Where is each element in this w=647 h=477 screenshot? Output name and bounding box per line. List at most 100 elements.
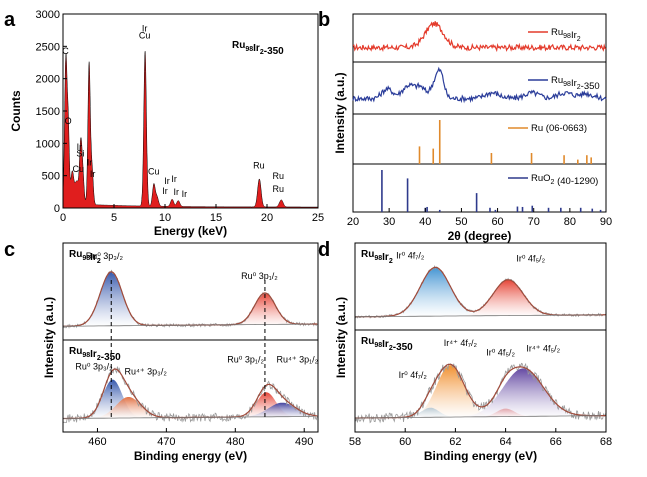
panel-a-eds: 0 5 10 15 20 25 0 500 1000 1500 2000 2500 3000 Energy… [9,9,324,238]
y-tick-label: 1500 [36,106,60,118]
x-tick-label: 58 [349,436,361,448]
bottom-sample-label: Ru98Ir2-350 [69,346,121,363]
y-axis-label: Intensity (a.u.) [334,297,348,378]
x-tick-label: 460 [88,436,106,448]
x-tick-label: 80 [564,216,576,228]
peak-label: O [65,116,72,126]
peak-label: Cu [148,166,160,176]
raw-data-line [354,362,607,424]
x-tick-label: 20 [261,212,273,224]
peak-label: Ir [87,157,93,167]
xrd-series-line [352,66,607,104]
peak-label: Ir [171,174,177,184]
peak-annotation: Ir⁴⁺ 4f₅/₂ [526,344,560,354]
x-tick-label: 62 [449,436,461,448]
x-tick-label: 60 [491,216,503,228]
eds-spectrum-area [62,51,319,209]
x-tick-label: 490 [295,436,313,448]
legend-label: Ru (06-0663) [531,123,587,134]
bottom-sample-label: Ru98Ir2-350 [361,336,413,353]
panel-c-letter: c [4,239,15,261]
panel-b-letter: b [318,9,330,31]
peak-label: Ir [164,176,170,186]
peak-annotation: Ru⁰ 3p₃/₂ [86,251,124,261]
peak-annotation: Ir⁰ 4f₅/₂ [486,348,515,358]
peak-label: Ir [182,189,188,199]
y-tick-label: 3000 [36,9,60,21]
frame [354,242,607,433]
x-axis-label: 2θ (degree) [448,229,512,243]
y-tick-label: 1000 [36,138,60,150]
peak-label: Ir [173,187,179,197]
top-sample-label: Ru98Ir2 [361,249,393,265]
peak-annotation: Ru⁴⁺ 3p₁/₂ [276,355,318,365]
peak-annotation: Ru⁰ 3p₁/₂ [227,355,264,365]
y-tick-label: 0 [54,203,60,215]
background-line [355,415,602,419]
component-peak [63,392,318,419]
frame [62,242,319,433]
peak-label: Ru [253,161,265,171]
panel-b-frame [352,13,607,213]
peak-label: Ru [272,184,284,194]
panel-d-ir4f: Ru98Ir2 Ru98Ir2-350 Ir⁰ 4f₇/₂ Ir⁰ 4f₅/₂ Ir⁴⁺… [334,242,612,463]
x-tick-label: 0 [60,212,66,224]
x-axis-label: Binding energy (eV) [134,449,247,463]
component-peak [63,293,318,327]
legend-label: RuO2 (40-1290) [531,173,598,187]
y-axis-label: Counts [9,90,23,132]
x-tick-label: 60 [399,436,411,448]
x-tick-label: 70 [528,216,540,228]
peak-annotation: Ir⁴⁺ 4f₇/₂ [444,338,478,348]
background-line [62,323,313,327]
x-tick-label: 25 [312,212,324,224]
y-axis-label: Intensity (a.u.) [333,72,347,153]
x-tick-label: 470 [157,436,175,448]
peak-label: Si [76,148,84,158]
component-peak [63,402,318,419]
peak-label: Ir [142,23,148,33]
peak-annotation: Ir⁰ 4f₇/₂ [396,250,425,260]
background-line [63,416,313,419]
peak-annotation: Ru⁰ 3p₁/₂ [241,271,278,281]
panel-b-xrd: Ru98Ir2 Ru98Ir2-350 Ru (06-0663) RuO2 (40-1… [333,13,612,243]
peak-annotation: Ir⁰ 4f₇/₂ [399,370,428,380]
x-tick-label: 40 [419,216,431,228]
component-peak [355,368,606,418]
y-tick-label: 500 [42,171,60,183]
top-sample-label: Ru98Ir2 [69,249,101,265]
x-tick-label: 20 [347,216,359,228]
background-line [354,314,602,318]
peak-annotation: Ir⁰ 4f₅/₂ [516,254,545,264]
x-tick-label: 30 [383,216,395,228]
fit-envelope-line [355,266,606,318]
peak-label: Cu [73,164,85,174]
peak-label: Ru [272,171,284,181]
peak-label: Ir [162,186,168,196]
component-peak [355,267,606,317]
x-tick-label: 90 [600,216,612,228]
x-tick-label: 50 [455,216,467,228]
y-tick-label: 2000 [36,74,60,86]
y-axis-label: Intensity (a.u.) [42,297,56,378]
component-peak [355,279,606,317]
panel-d-letter: d [318,239,330,261]
peak-label: Ir [77,142,83,152]
legend-label: Ru98Ir2 [551,27,581,43]
x-tick-label: 10 [159,212,171,224]
xrd-series-line [352,21,607,53]
peak-label: C [62,46,69,56]
sample-label: Ru98Ir2-350 [232,40,284,57]
y-tick-label: 2500 [36,41,60,53]
x-tick-label: 68 [600,436,612,448]
x-tick-label: 15 [210,212,222,224]
component-peak [63,271,318,327]
x-tick-label: 480 [226,436,244,448]
peak-annotation: Ru⁴⁺ 3p₃/₂ [125,366,168,376]
panel-a-letter: a [4,9,16,31]
x-axis-label: Energy (keV) [154,224,227,238]
peak-annotation: Ru⁰ 3p₃/₂ [75,362,113,372]
x-tick-label: 66 [550,436,562,448]
